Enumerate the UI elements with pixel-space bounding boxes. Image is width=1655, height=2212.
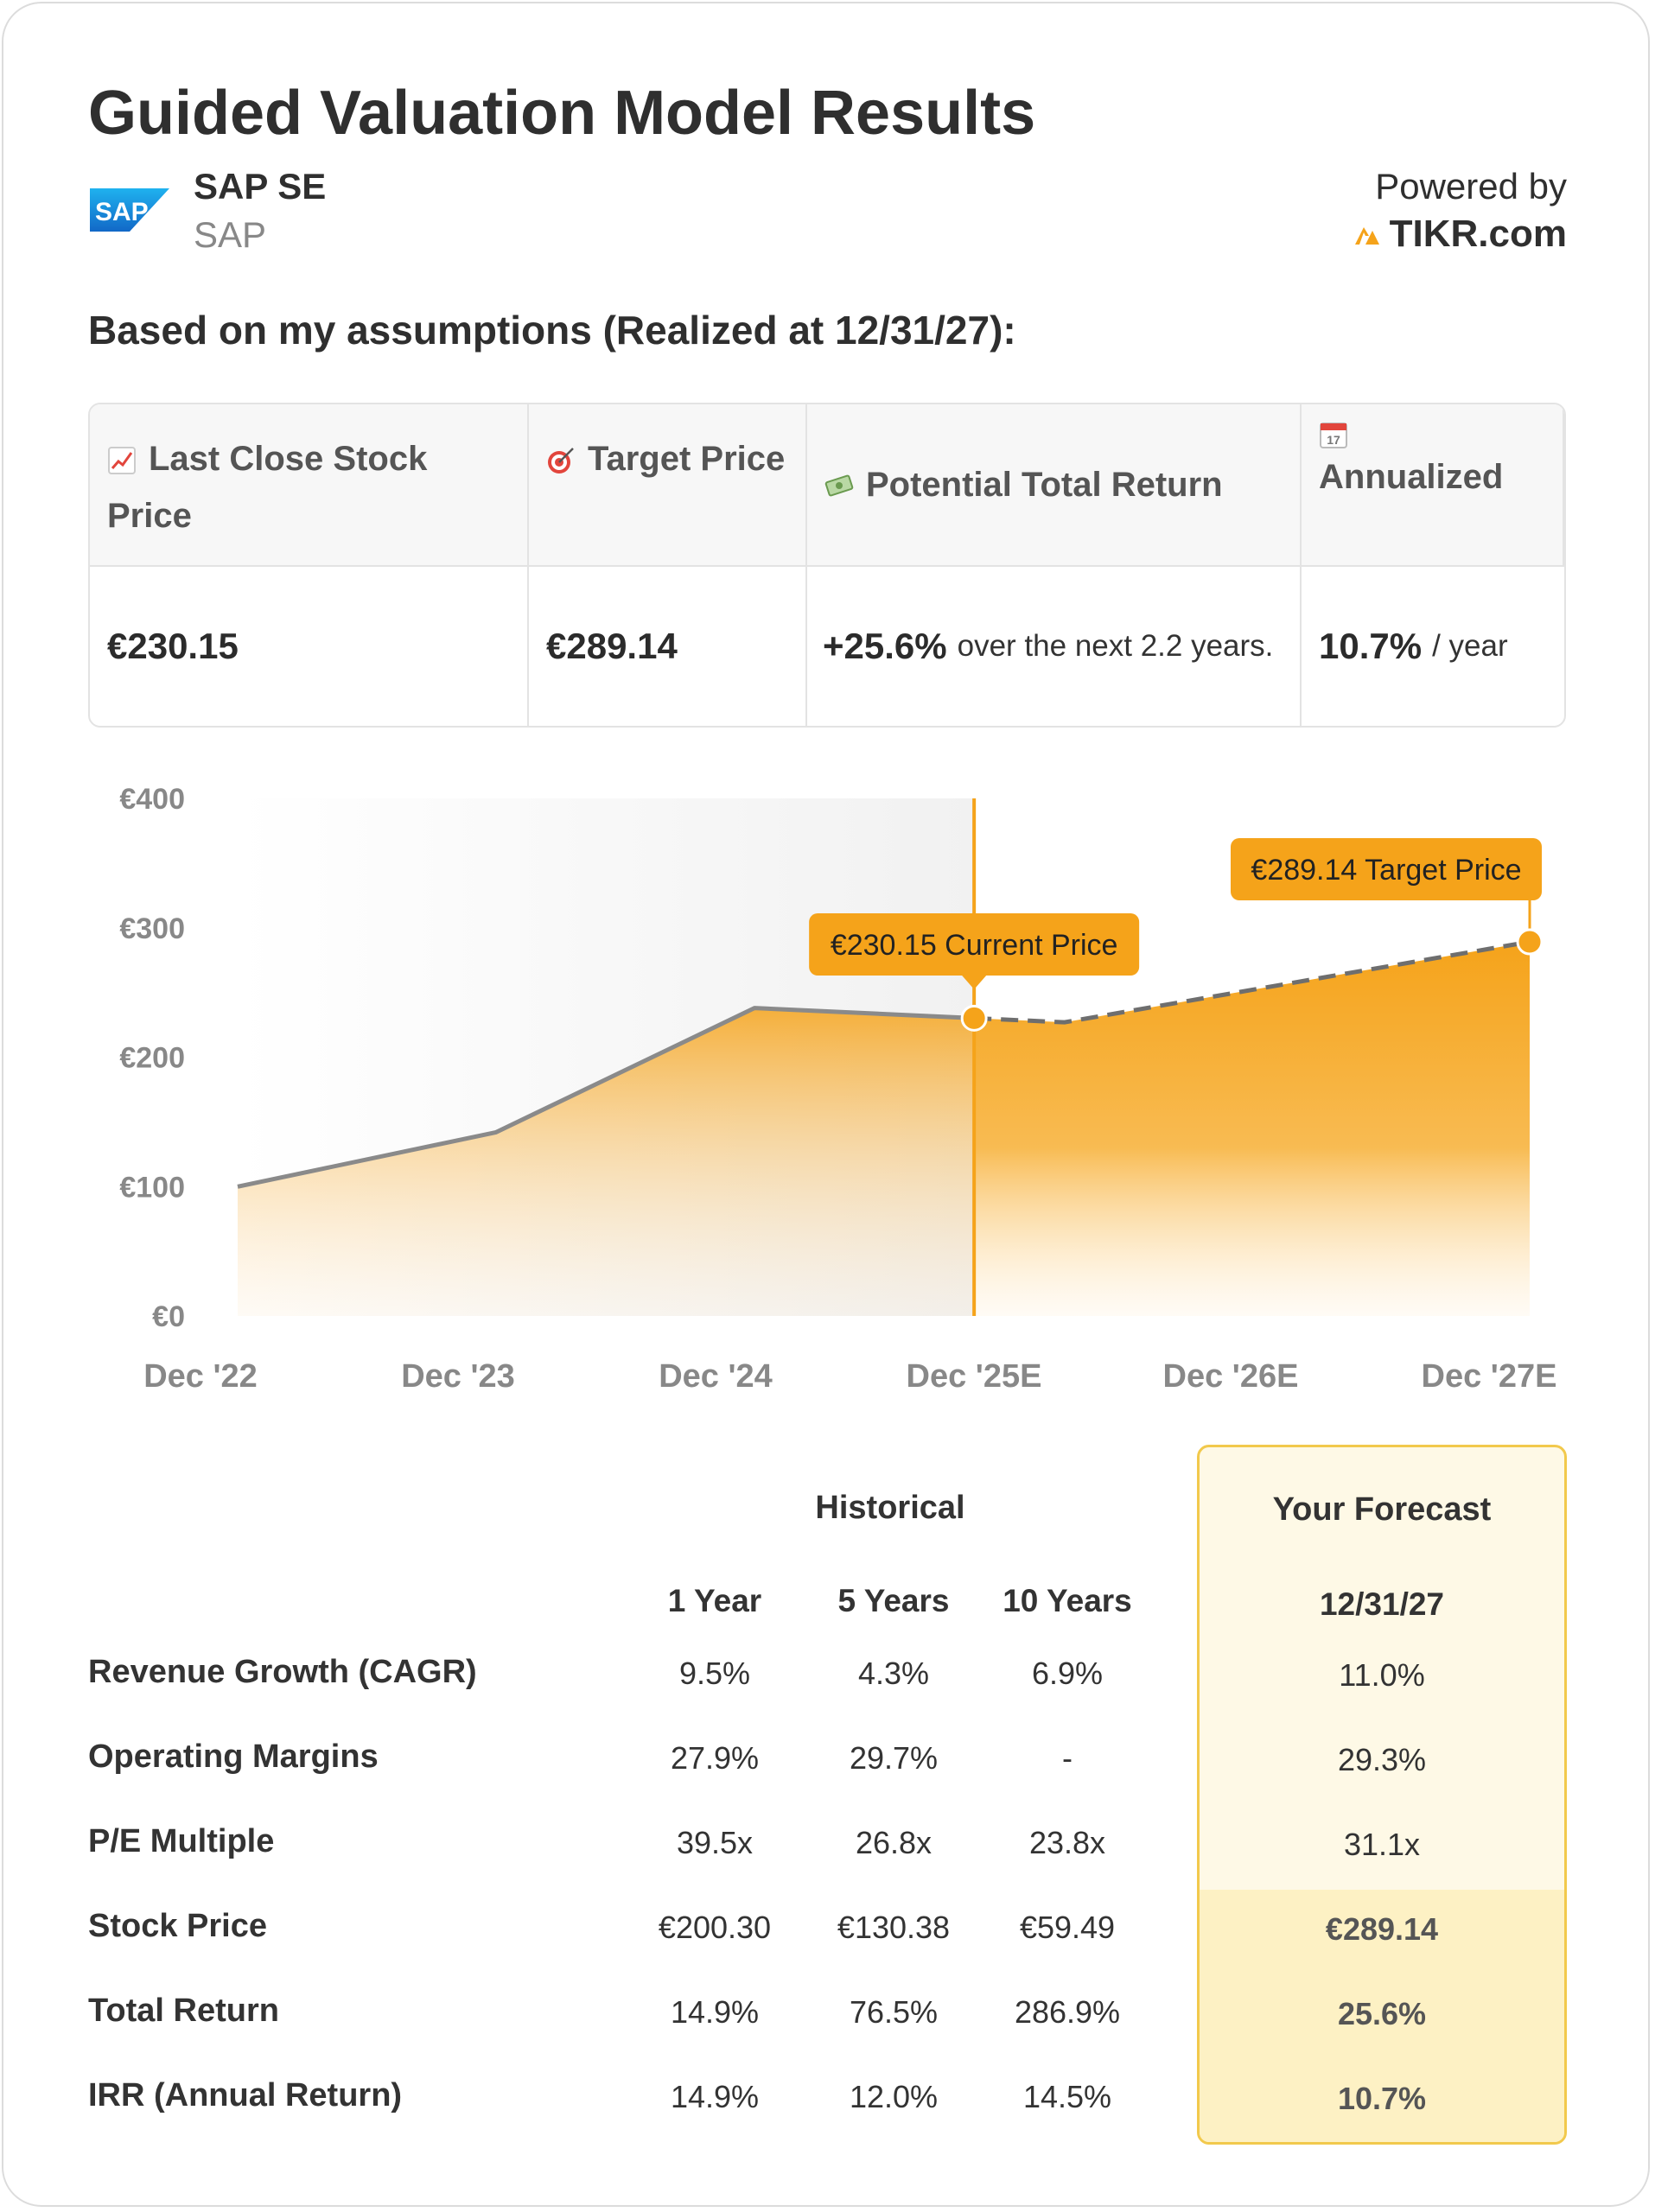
target-price-label-box — [1231, 838, 1542, 900]
tikr-logo-icon — [1354, 227, 1379, 245]
historical-series-line — [237, 1006, 975, 1189]
target-price-label: €289.14 Target Price — [1251, 854, 1521, 887]
forecast-area — [974, 942, 1530, 1316]
y-tick-label: €300 — [119, 912, 185, 945]
y-tick-label: €200 — [119, 1042, 185, 1075]
metric-header-last-close: Last Close Stock Price — [90, 404, 529, 567]
x-tick-label: Dec '24 — [659, 1358, 773, 1395]
money-icon — [824, 474, 854, 497]
calendar-day: 17 — [1327, 433, 1340, 447]
last-close-value: €230.15 — [90, 567, 529, 726]
current-price-callout: €230.15 Current Price — [809, 913, 1140, 989]
col-header-forecast-date: 12/31/27 — [1319, 1586, 1445, 1622]
forecast-results-highlight — [1200, 1890, 1564, 2142]
x-tick-label: Dec '27E — [1422, 1358, 1557, 1395]
x-tick-label: Dec '23 — [401, 1358, 515, 1395]
historical-area — [238, 1007, 975, 1316]
sap-logo: SAP — [90, 188, 169, 232]
y-axis: €0 €100 €200 €300 €400 — [119, 783, 185, 1333]
historical-header: Historical — [815, 1490, 965, 1526]
col-header-10-years: 10 Years — [1003, 1583, 1132, 1618]
forecast-header: Your Forecast — [1272, 1491, 1492, 1528]
col-header-5-years: 5 Years — [837, 1583, 950, 1618]
price-chart: €0 €100 €200 €300 €400 Dec '22 Dec '23 Dec '24… — [119, 783, 1556, 1395]
metric-header-annualized: 17 Annualized — [1302, 404, 1564, 567]
forecast-panel — [1197, 1445, 1567, 2145]
tikr-brand-text: TIKR.com — [1389, 213, 1567, 255]
potential-return-value: +25.6% — [823, 626, 947, 666]
metric-header-return: Potential Total Return — [807, 404, 1302, 567]
target-price-point[interactable] — [1516, 928, 1544, 956]
x-tick-label: Dec '25E — [907, 1358, 1042, 1395]
company-name: SAP SE — [194, 166, 327, 207]
x-tick-label: Dec '26E — [1163, 1358, 1299, 1395]
company-ticker: SAP — [194, 214, 267, 255]
powered-by-label: Powered by — [1375, 166, 1567, 207]
current-price-label-pointer — [962, 976, 987, 989]
current-price-label-box — [809, 913, 1140, 976]
col-header-1-year: 1 Year — [667, 1583, 762, 1618]
x-tick-label: Dec '22 — [143, 1358, 258, 1395]
tikr-brand-link[interactable]: TIKR.com — [1353, 213, 1567, 256]
calendar-icon: 17 — [1320, 423, 1347, 448]
annualized-cell: 10.7% / year — [1302, 567, 1564, 726]
potential-return-cell: +25.6% over the next 2.2 years. — [807, 567, 1302, 726]
y-tick-label: €0 — [152, 1300, 185, 1333]
current-price-point[interactable] — [960, 1004, 988, 1032]
annualized-value: 10.7% — [1319, 626, 1423, 666]
potential-return-note: over the next 2.2 years. — [957, 629, 1274, 663]
x-axis: Dec '22 Dec '23 Dec '24 Dec '25E Dec '26E Dec… — [143, 1358, 1556, 1395]
logo-text: SAP — [95, 198, 149, 226]
y-tick-label: €400 — [119, 783, 185, 816]
assumptions-subtitle: Based on my assumptions (Realized at 12/… — [88, 308, 1016, 353]
page-title: Guided Valuation Model Results — [88, 79, 1036, 148]
target-price-callout: €289.14 Target Price — [1231, 838, 1542, 943]
chart-up-icon — [108, 447, 136, 475]
metric-header-target: Target Price — [529, 404, 807, 567]
metrics-table: Last Close Stock Price Target Price Pote… — [88, 403, 1566, 728]
target-price-value: €289.14 — [529, 567, 807, 726]
current-price-label: €230.15 Current Price — [831, 929, 1118, 962]
y-tick-label: €100 — [119, 1171, 185, 1204]
forecast-series-line — [974, 939, 1531, 1025]
annualized-unit: / year — [1432, 629, 1508, 663]
target-icon — [548, 448, 574, 474]
